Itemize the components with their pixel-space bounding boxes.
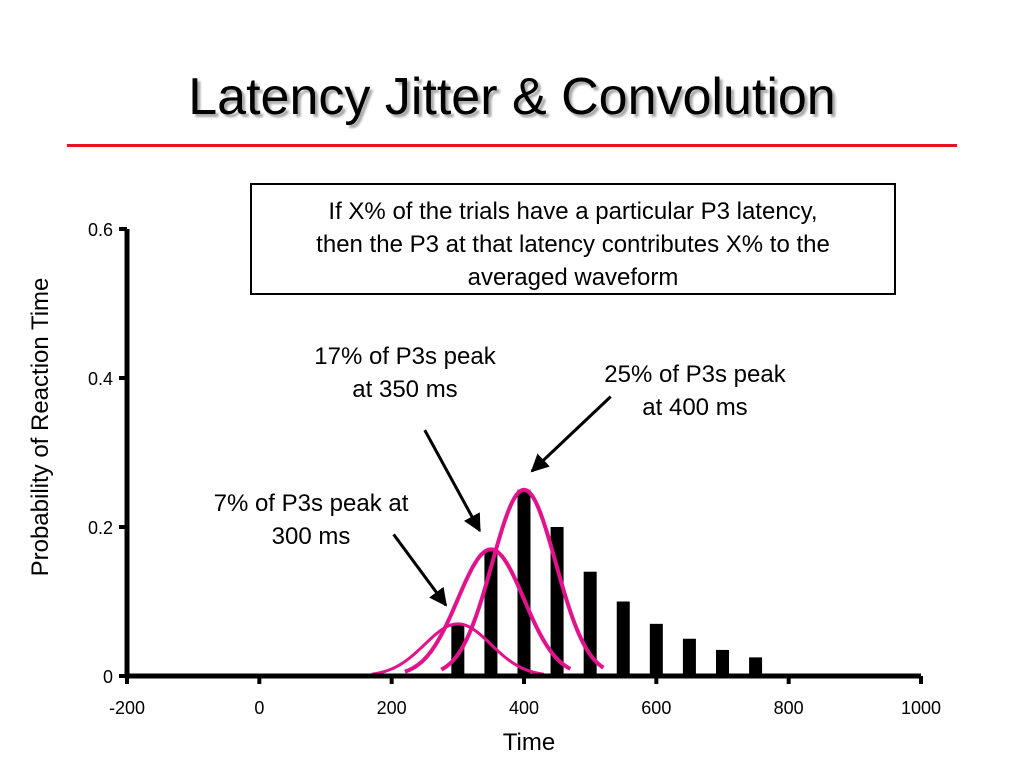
info-box-line: averaged waveform xyxy=(467,264,679,291)
bar-700 xyxy=(716,649,729,676)
info-box-line: then the P3 at that latency contributes … xyxy=(316,231,830,258)
bar-400 xyxy=(517,489,531,676)
p3-curve-350 xyxy=(404,547,572,674)
annotation-arrow xyxy=(423,429,481,533)
info-box: If X% of the trials have a particular P3… xyxy=(250,183,896,295)
y-tick-label: 0.6 xyxy=(88,220,113,240)
bar-750 xyxy=(749,657,763,676)
p3-curve-300 xyxy=(371,622,545,676)
annotation-line: at 350 ms xyxy=(352,376,458,403)
y-tick-label: 0 xyxy=(103,667,113,687)
x-tick-label: 600 xyxy=(641,698,671,718)
axes-layer: -200 0 200 400 600 800 1000 0 0.2 0.4 0.6 xyxy=(88,220,941,718)
info-box-line: If X% of the trials have a particular P3… xyxy=(328,198,818,225)
x-tick-label: 800 xyxy=(774,698,804,718)
annotation-line: 7% of P3s peak at xyxy=(213,490,409,517)
annotation-arrow xyxy=(392,533,448,607)
x-tick-label: 1000 xyxy=(901,698,941,718)
annotation-17pct: 17% of P3s peak at 350 ms xyxy=(270,340,540,406)
title-underline xyxy=(67,144,957,147)
annotation-line: 17% of P3s peak xyxy=(314,343,496,370)
y-axis-title: Probability of Reaction Time xyxy=(27,278,54,577)
annotation-line: 300 ms xyxy=(271,523,351,550)
annotation-7pct: 7% of P3s peak at 300 ms xyxy=(176,487,446,553)
annotation-line: 25% of P3s peak xyxy=(604,361,786,388)
x-tick-label: 0 xyxy=(254,698,264,718)
x-tick-label: 400 xyxy=(509,698,539,718)
x-axis-title: Time xyxy=(503,729,555,756)
bar-650 xyxy=(682,638,696,676)
x-tick-label: -200 xyxy=(109,698,145,718)
p3-curve-400 xyxy=(440,487,605,672)
annotation-25pct: 25% of P3s peak at 400 ms xyxy=(560,358,830,424)
curves-layer xyxy=(371,487,605,676)
bar-450 xyxy=(550,527,564,676)
slide-title: Latency Jitter & Convolution xyxy=(188,68,836,126)
bar-550 xyxy=(616,601,630,676)
y-tick-label: 0.4 xyxy=(88,369,113,389)
annotation-line: at 400 ms xyxy=(642,394,748,421)
bar-600 xyxy=(649,623,663,676)
annotation-arrow xyxy=(530,395,612,473)
arrows-layer xyxy=(392,395,612,607)
bars-layer xyxy=(451,489,763,676)
y-tick-label: 0.2 xyxy=(88,518,113,538)
x-tick-label: 200 xyxy=(377,698,407,718)
bar-300 xyxy=(451,623,465,676)
